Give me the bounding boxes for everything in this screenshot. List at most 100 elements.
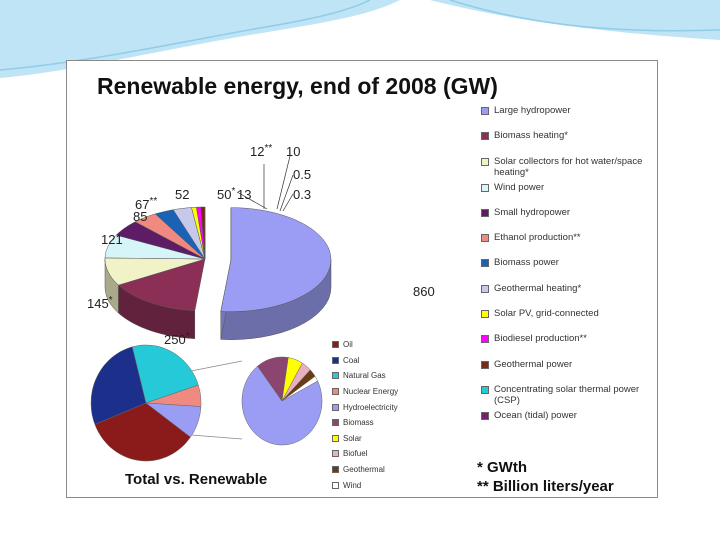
small-legend-item-biofuel: Biofuel xyxy=(332,446,422,462)
small-pie-total-hydroelectricity xyxy=(145,402,202,438)
pie-slice-wind-power xyxy=(104,234,206,260)
legend-swatch-solar-pv-grid-connected xyxy=(481,310,489,319)
value-label-ethanol-production: 67** xyxy=(135,196,157,212)
main-legend: Large hydropower Biomass heating* Solar co… xyxy=(481,105,653,435)
small-legend-swatch-coal xyxy=(332,356,339,364)
leader-line-1 xyxy=(276,155,291,210)
value-marker-biodiesel-production: ** xyxy=(264,143,272,154)
value-label-biodiesel-production: 12** xyxy=(250,143,272,159)
small-legend-label-coal: Coal xyxy=(343,355,360,365)
value-label-wind-power: 121 xyxy=(101,232,123,247)
small-pie-total-coal xyxy=(90,346,147,425)
legend-label-concentrating-solar-thermal-power-csp: Concentrating solar thermal power (CSP) xyxy=(494,383,640,406)
small-legend-item-geothermal: Geothermal xyxy=(332,462,422,478)
legend-item-geothermal-heating: Geothermal heating* xyxy=(481,283,653,308)
small-legend-label-oil: Oil xyxy=(343,340,353,350)
connector-top xyxy=(190,360,243,372)
legend-item-solar-pv-grid-connected: Solar PV, grid-connected xyxy=(481,308,653,333)
small-legend-item-oil: Oil xyxy=(332,337,422,353)
leader-line-4 xyxy=(236,191,268,210)
small-legend-label-hydroelectricity: Hydroelectricity xyxy=(343,402,398,412)
legend-swatch-biomass-heating xyxy=(481,132,489,141)
small-legend-label-biomass: Biomass xyxy=(343,418,374,428)
small-pie-renewable-solar xyxy=(281,357,303,402)
small-legend-swatch-natural-gas xyxy=(332,372,339,380)
small-legend-item-biomass: Biomass xyxy=(332,415,422,431)
small-pie-total-natural-gas xyxy=(131,344,199,404)
legend-item-geothermal-power: Geothermal power xyxy=(481,359,653,384)
legend-swatch-geothermal-heating xyxy=(481,284,489,293)
value-marker-geothermal-heating: * xyxy=(231,186,235,197)
legend-item-biomass-power: Biomass power xyxy=(481,257,653,282)
value-label-small-hydropower: 85 xyxy=(133,209,147,224)
legend-swatch-biomass-power xyxy=(481,259,489,268)
legend-item-large-hydropower: Large hydropower xyxy=(481,105,653,130)
small-legend-label-wind: Wind xyxy=(343,480,362,490)
small-pie-renewable-hydroelectricity xyxy=(241,365,323,446)
small-legend-label-natural-gas: Natural Gas xyxy=(343,371,386,381)
value-label-biomass-power: 52 xyxy=(175,187,189,202)
pie-slice-solar-collectors-for-hot-water-space-heating xyxy=(104,257,206,286)
legend-item-biodiesel-production: Biodiesel production** xyxy=(481,333,653,358)
legend-item-biomass-heating: Biomass heating* xyxy=(481,130,653,155)
small-pie-renewable-biofuel xyxy=(281,362,311,402)
small-legend-label-geothermal: Geothermal xyxy=(343,465,385,475)
legend-swatch-biodiesel-production xyxy=(481,335,489,344)
small-legend-swatch-biofuel xyxy=(332,450,339,458)
legend-item-small-hydropower: Small hydropower xyxy=(481,207,653,232)
legend-label-ocean-tidal-power: Ocean (tidal) power xyxy=(494,409,577,421)
legend-item-ocean-tidal-power: Ocean (tidal) power xyxy=(481,410,653,435)
legend-label-large-hydropower: Large hydropower xyxy=(494,105,571,116)
pie-slice-small-hydropower xyxy=(115,221,206,260)
pie-slice-large-hydropower xyxy=(220,207,332,312)
legend-swatch-ethanol-production xyxy=(481,234,489,243)
small-legend-swatch-hydroelectricity xyxy=(332,403,339,411)
legend-label-solar-pv-grid-connected: Solar PV, grid-connected xyxy=(494,308,599,320)
legend-label-wind-power: Wind power xyxy=(494,181,545,193)
value-label-solar-collectors-for-hot-water-space-heating: 145* xyxy=(87,295,113,311)
small-legend-item-natural-gas: Natural Gas xyxy=(332,368,422,384)
value-label-geothermal-power: 10 xyxy=(286,144,300,159)
value-label-large-hydropower: 860 xyxy=(413,284,435,299)
legend-swatch-concentrating-solar-thermal-power-csp xyxy=(481,385,489,394)
legend-label-biomass-power: Biomass power xyxy=(494,257,559,269)
legend-swatch-ocean-tidal-power xyxy=(481,411,489,420)
value-label-biomass-heating: 250* xyxy=(164,331,190,347)
connector-bottom xyxy=(190,434,243,440)
small-legend-item-nuclear-energy: Nuclear Energy xyxy=(332,384,422,400)
legend-label-geothermal-heating: Geothermal heating* xyxy=(494,282,582,294)
footnote-billion-liters: ** Billion liters/year xyxy=(477,478,614,495)
leader-line-2 xyxy=(279,174,294,212)
pie-slice-biomass-heating xyxy=(117,258,206,311)
small-legend: Oil Coal Natural Gas Nuclear Energy Hydroele… xyxy=(332,337,422,493)
legend-swatch-large-hydropower xyxy=(481,107,489,115)
small-legend-swatch-wind xyxy=(332,481,339,489)
small-legend-swatch-oil xyxy=(332,341,339,349)
small-legend-label-biofuel: Biofuel xyxy=(343,449,368,459)
small-pie-renewable-biomass xyxy=(257,356,289,402)
footnote-gwth: * GWth xyxy=(477,459,527,476)
chart-figure: Renewable energy, end of 2008 (GW) 860 25… xyxy=(66,60,658,498)
value-marker-biomass-heating: * xyxy=(186,331,190,342)
legend-item-wind-power: Wind power xyxy=(481,182,653,207)
small-legend-item-wind: Wind xyxy=(332,477,422,493)
legend-swatch-geothermal-power xyxy=(481,360,489,369)
value-label-geothermal-heating: 50* xyxy=(217,186,235,202)
small-legend-label-nuclear-energy: Nuclear Energy xyxy=(343,387,399,397)
small-legend-label-solar: Solar xyxy=(343,433,362,443)
small-legend-item-coal: Coal xyxy=(332,353,422,369)
small-pie-total-oil xyxy=(94,402,191,462)
legend-label-biodiesel-production: Biodiesel production** xyxy=(494,333,587,345)
legend-item-solar-collectors-for-hot-water-space-heating: Solar collectors for hot water/space hea… xyxy=(481,156,653,182)
small-legend-swatch-biomass xyxy=(332,419,339,427)
footnotes: * GWth ** Billion liters/year xyxy=(477,458,614,496)
legend-label-ethanol-production: Ethanol production** xyxy=(494,232,581,244)
wave-top-right-stroke xyxy=(449,0,720,32)
chart-title: Renewable energy, end of 2008 (GW) xyxy=(97,73,498,99)
small-legend-swatch-nuclear-energy xyxy=(332,388,339,396)
wave-top-right xyxy=(430,0,720,40)
legend-label-small-hydropower: Small hydropower xyxy=(494,206,571,218)
value-label-ocean-tidal-power: 0.3 xyxy=(293,187,311,202)
